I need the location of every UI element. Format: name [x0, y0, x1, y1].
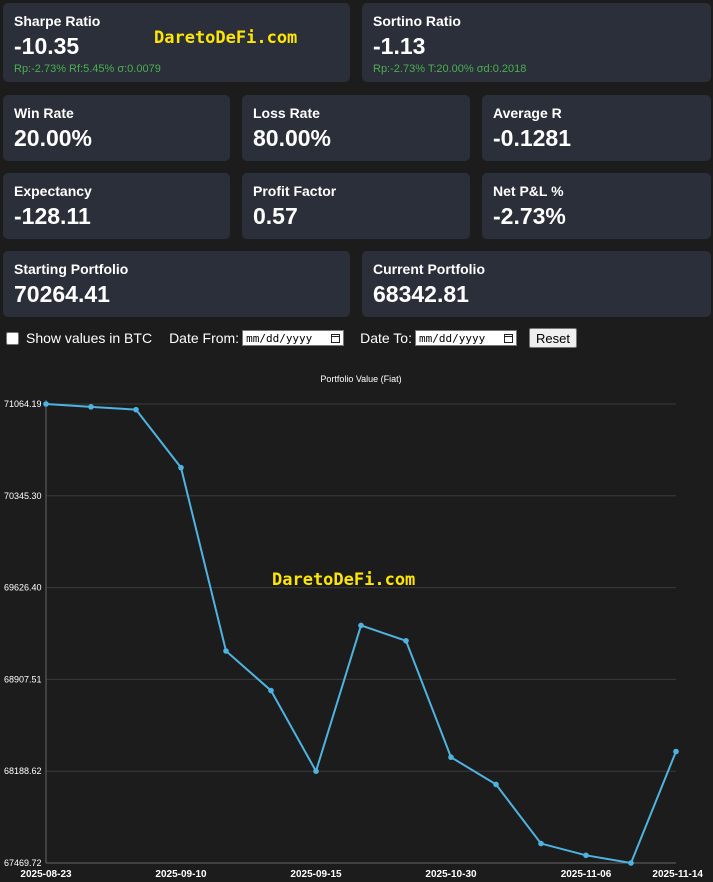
sortino-ratio-value: -1.13 — [373, 33, 426, 59]
current-portfolio-value: 68342.81 — [373, 281, 469, 307]
y-tick-label: 70345.30 — [4, 491, 42, 501]
data-point[interactable] — [493, 781, 499, 788]
y-tick-label: 71064.19 — [4, 399, 42, 409]
profit-factor-card: Profit Factor 0.57 — [242, 173, 470, 239]
calendar-icon[interactable] — [503, 333, 513, 343]
x-tick-label: 2025-09-15 — [290, 869, 342, 880]
sharpe-ratio-card: Sharpe Ratio -10.35 Rp:-2.73% Rf:5.45% σ… — [3, 3, 350, 82]
loss-rate-value: 80.00% — [253, 125, 332, 151]
sortino-ratio-label: Sortino Ratio — [373, 13, 461, 29]
portfolio-value-chart: Portfolio Value (Fiat) 71064.19 70345.30 6… — [4, 374, 703, 880]
data-point[interactable] — [133, 406, 139, 413]
current-portfolio-card: Current Portfolio 68342.81 — [362, 251, 711, 317]
show-btc-label: Show values in BTC — [26, 330, 153, 346]
date-from-input[interactable]: mm/dd/yyyy — [242, 330, 345, 346]
y-tick-label: 67469.72 — [4, 858, 42, 868]
net-pnl-label: Net P&L % — [493, 183, 564, 199]
watermark-chart: DaretoDeFi.com — [272, 570, 416, 590]
date-from-label: Date From: — [169, 330, 240, 346]
data-point[interactable] — [403, 637, 409, 644]
net-pnl-value: -2.73% — [493, 203, 566, 229]
data-point[interactable] — [88, 404, 94, 410]
data-point[interactable] — [448, 754, 454, 761]
average-r-label: Average R — [493, 105, 562, 121]
data-point[interactable] — [358, 622, 364, 629]
chart-title: Portfolio Value (Fiat) — [320, 374, 401, 384]
sharpe-ratio-label: Sharpe Ratio — [14, 13, 101, 29]
current-portfolio-label: Current Portfolio — [373, 261, 485, 277]
date-to-label: Date To: — [360, 330, 412, 346]
data-point[interactable] — [178, 464, 184, 471]
sortino-ratio-card: Sortino Ratio -1.13 Rp:-2.73% T:20.00% σ… — [362, 3, 711, 82]
x-tick-label: 2025-08-23 — [20, 869, 72, 880]
net-pnl-card: Net P&L % -2.73% — [482, 173, 711, 239]
starting-portfolio-value: 70264.41 — [14, 281, 110, 307]
date-from-placeholder: mm/dd/yyyy — [246, 331, 313, 345]
data-point[interactable] — [628, 860, 634, 866]
watermark-top: DaretoDeFi.com — [154, 28, 298, 48]
x-tick-label: 2025-09-10 — [155, 869, 207, 880]
starting-portfolio-card: Starting Portfolio 70264.41 — [3, 251, 350, 317]
date-to-input[interactable]: mm/dd/yyyy — [414, 330, 517, 346]
win-rate-label: Win Rate — [14, 105, 74, 121]
data-point[interactable] — [223, 648, 229, 654]
average-r-value: -0.1281 — [493, 125, 572, 151]
sharpe-ratio-detail: Rp:-2.73% Rf:5.45% σ:0.0079 — [14, 63, 161, 75]
x-tick-label: 2025-11-14 — [652, 869, 703, 880]
loss-rate-card: Loss Rate 80.00% — [242, 95, 470, 161]
starting-portfolio-label: Starting Portfolio — [14, 261, 129, 277]
calendar-icon[interactable] — [331, 333, 341, 343]
reset-button[interactable]: Reset — [528, 328, 577, 348]
show-btc-checkbox[interactable] — [6, 331, 19, 345]
sharpe-ratio-value: -10.35 — [14, 33, 80, 59]
y-tick-label: 68907.51 — [4, 674, 42, 684]
data-point[interactable] — [43, 401, 49, 407]
expectancy-label: Expectancy — [14, 183, 92, 199]
data-point[interactable] — [673, 748, 679, 755]
y-tick-label: 69626.40 — [4, 583, 42, 593]
data-point[interactable] — [268, 687, 274, 694]
expectancy-value: -128.11 — [14, 203, 91, 229]
win-rate-card: Win Rate 20.00% — [3, 95, 230, 161]
y-tick-label: 68188.62 — [4, 766, 42, 776]
data-point[interactable] — [583, 852, 589, 859]
date-to-placeholder: mm/dd/yyyy — [418, 331, 486, 345]
x-tick-label: 2025-11-06 — [561, 869, 612, 880]
profit-factor-value: 0.57 — [253, 203, 298, 229]
expectancy-card: Expectancy -128.11 — [3, 173, 230, 239]
win-rate-value: 20.00% — [14, 125, 93, 151]
series-line — [45, 403, 677, 865]
x-tick-label: 2025-10-30 — [425, 869, 477, 880]
data-point[interactable] — [313, 768, 319, 774]
loss-rate-label: Loss Rate — [253, 105, 320, 121]
data-point[interactable] — [538, 840, 544, 847]
filter-controls: Show values in BTC Date From: mm/dd/yyyy… — [6, 328, 577, 348]
average-r-card: Average R -0.1281 — [482, 95, 711, 161]
sortino-ratio-detail: Rp:-2.73% T:20.00% σd:0.2018 — [373, 63, 527, 75]
profit-factor-label: Profit Factor — [253, 183, 337, 199]
